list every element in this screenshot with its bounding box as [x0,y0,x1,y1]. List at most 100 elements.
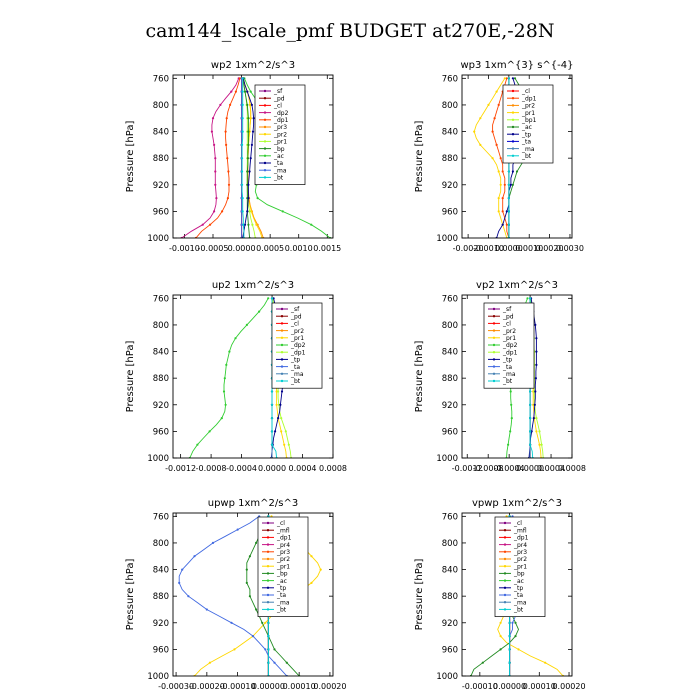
legend-marker [263,161,267,165]
x-tick-label: 0.00010 [283,682,316,691]
data-point [247,130,250,133]
data-point [501,210,504,213]
data-point [241,197,244,200]
data-point [497,103,500,106]
data-point [535,417,538,420]
legend-label: _cl [521,88,530,95]
data-point [270,297,274,300]
legend: _sf_pd_cl_pr2_pr1_dp2_dp1_tp_ta_ma_bt [271,302,323,389]
legend-label: _pr2 [290,328,304,335]
y-tick-label: 760 [442,294,458,304]
data-point [241,103,244,106]
y-tick-label: 880 [153,154,169,164]
legend-label: _sf [273,88,283,95]
y-tick-label: 920 [153,181,169,191]
data-point [248,210,251,213]
data-point [270,390,274,393]
data-point [479,143,482,146]
data-point [279,403,282,406]
legend-label: _pr4 [513,542,527,549]
x-tick-label: -0.0010 [473,244,504,253]
legend-marker [280,329,284,332]
data-point [238,77,241,80]
data-point [248,555,251,558]
data-point [514,635,517,638]
x-tick-label: -0.0008 [196,464,227,473]
legend-label: _pd [273,95,285,102]
data-point [243,90,247,93]
data-point [264,621,267,624]
data-point [270,403,274,406]
legend-marker [266,521,270,525]
x-tick-label: 0.0005 [256,244,284,253]
legend-marker [263,169,267,172]
legend-marker [511,104,515,107]
x-tick-label: 0.0010 [285,244,313,253]
legend-label: _ta [513,592,523,599]
legend-box [494,516,546,617]
data-point [214,170,217,173]
data-point [544,661,547,664]
legend-marker [492,372,496,375]
data-point [270,443,274,446]
data-point [532,417,535,420]
legend-marker [280,365,284,368]
legend-marker [263,118,267,122]
legend-label: _tp [502,357,512,364]
legend: _sf_pd_cl_dp2_dp1_pr3_pr2_pr1_bp_ac_ta_m… [254,84,306,185]
legend-marker [266,557,270,561]
data-point [250,143,253,146]
data-point [540,443,543,446]
y-tick-label: 960 [442,207,458,217]
data-point [511,621,514,624]
y-tick-label: 840 [153,128,169,138]
x-tick-label: 0.00000 [252,682,285,691]
data-point [491,130,494,133]
y-tick-label: 920 [442,619,458,629]
data-point [242,223,245,226]
legend-marker [492,307,496,311]
legend-label: _dp2 [273,110,289,117]
legend-marker [511,140,515,143]
data-point [193,555,196,558]
legend-label: _pr2 [276,556,290,563]
data-point [514,621,517,624]
legend-label: _ta [502,364,512,371]
x-tick-label: -0.0020 [453,244,484,253]
data-point [201,223,204,226]
data-point [256,197,259,200]
data-point [224,403,227,406]
legend-label: _pr1 [290,335,304,342]
legend-marker [266,601,270,604]
legend-label: _ta [521,139,531,146]
panel-title: upwp 1xm^2/s^3 [208,498,298,509]
legend-marker [492,329,496,332]
x-tick-label: -0.0004 [226,464,257,473]
legend-label: _dp1 [502,349,518,356]
legend-label: _ac [513,578,524,585]
panel-6: vpwp 1xm^2/s^3 Pressure [hPa] 760 800 840 880… [414,498,586,691]
data-point [497,197,500,200]
data-point [273,661,276,664]
data-point [178,581,181,585]
y-axis-label: Pressure [hPa] [414,559,425,631]
legend-marker [266,593,270,597]
data-point [219,103,222,106]
data-point [241,117,244,120]
y-tick-label: 920 [442,181,458,191]
data-point [187,595,190,598]
panel-4: vp2 1xm^2/s^3 Pressure [hPa] 760 800 840 880 9… [414,280,586,473]
legend-marker [492,351,496,354]
x-tick-label: -0.00010 [462,682,498,691]
data-point [479,117,482,120]
y-tick-label: 880 [442,374,458,384]
panel-title: vpwp 1xm^2/s^3 [472,498,562,509]
legend-marker [503,565,507,568]
data-point [499,648,502,651]
data-point [267,297,270,300]
data-point [241,90,244,93]
legend-label: _cl [290,321,299,328]
legend-box [257,516,309,617]
data-point [247,143,250,146]
data-point [249,90,252,93]
